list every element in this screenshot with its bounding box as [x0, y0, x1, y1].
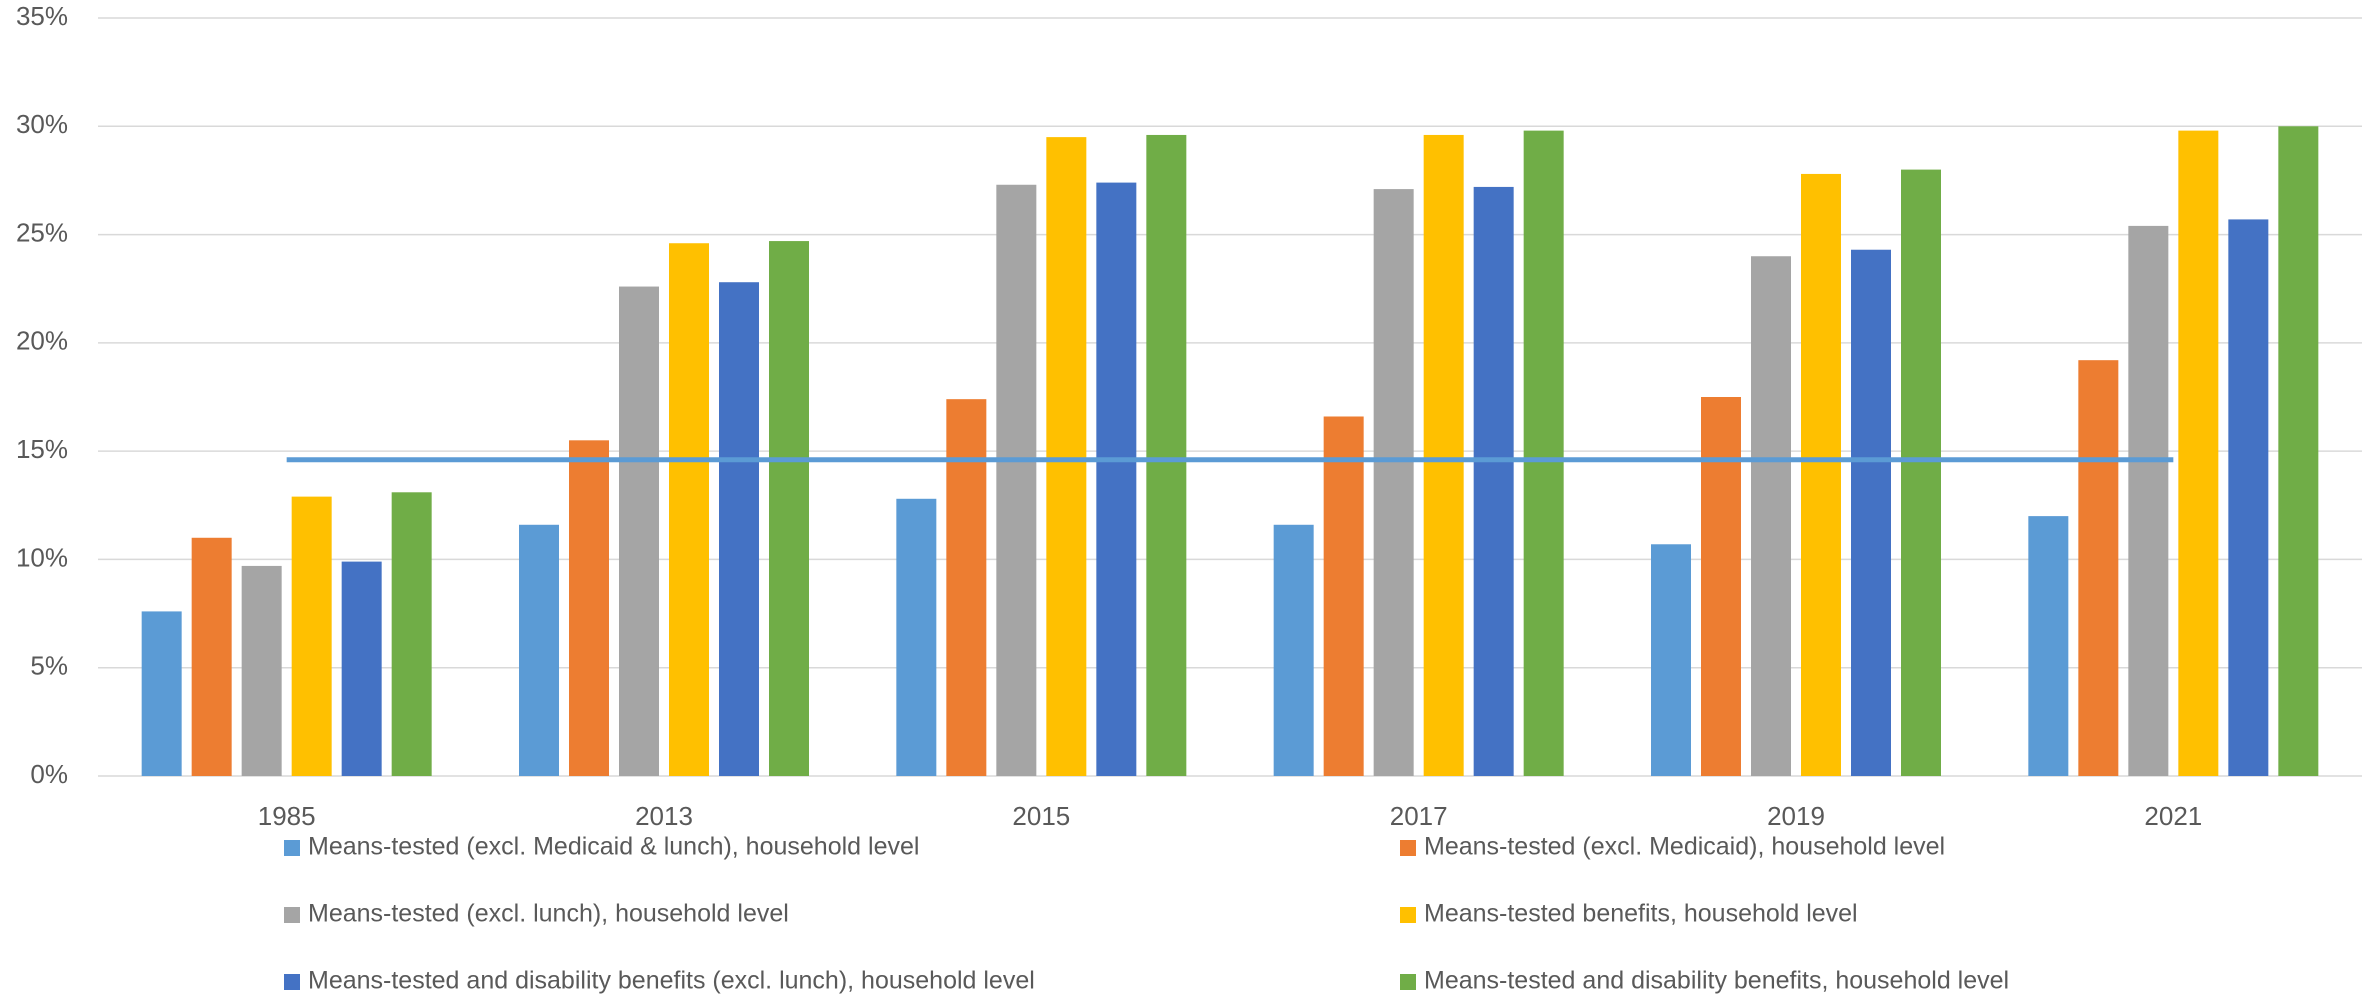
legend-swatch	[284, 840, 300, 856]
x-tick-label: 2015	[1012, 801, 1070, 831]
legend-label: Means-tested benefits, household level	[1424, 900, 1858, 928]
bar	[2028, 516, 2069, 776]
bar	[1473, 186, 1514, 776]
x-tick-label: 2019	[1767, 801, 1825, 831]
y-tick-label: 25%	[16, 217, 68, 247]
bar	[1096, 182, 1137, 776]
y-tick-label: 0%	[30, 759, 68, 789]
bar	[669, 243, 709, 777]
legend-swatch	[284, 907, 300, 923]
bar	[769, 241, 809, 776]
legend-label: Means-tested (excl. Medicaid & lunch), h…	[308, 833, 919, 861]
legend-swatch	[1400, 907, 1416, 923]
bar	[2128, 225, 2169, 776]
bar	[569, 440, 609, 776]
bar	[1323, 416, 1364, 776]
legend-label: Means-tested (excl. Medicaid), household…	[1424, 833, 1945, 861]
y-tick-label: 35%	[16, 1, 68, 31]
bar	[619, 286, 659, 776]
legend-label: Means-tested and disability benefits, ho…	[1424, 967, 2009, 995]
x-tick-label: 2013	[635, 801, 693, 831]
bar	[1801, 173, 1841, 777]
bar	[2278, 126, 2319, 777]
y-tick-label: 10%	[16, 542, 68, 572]
bar	[2228, 219, 2269, 776]
bar	[519, 524, 559, 776]
bar	[1273, 524, 1314, 776]
x-tick-label: 2021	[2144, 801, 2202, 831]
bar	[1373, 189, 1414, 776]
legend-swatch	[1400, 840, 1416, 856]
y-tick-label: 5%	[30, 651, 68, 681]
x-tick-label: 1985	[258, 801, 316, 831]
legend-label: Means-tested (excl. lunch), household le…	[308, 900, 789, 928]
bar	[1751, 256, 1791, 776]
bar	[141, 611, 182, 776]
bar	[946, 399, 987, 776]
x-tick-label: 2017	[1390, 801, 1448, 831]
bar	[1146, 134, 1187, 776]
bar	[1423, 134, 1464, 776]
bar	[2078, 360, 2119, 776]
bar	[341, 561, 382, 776]
bar	[1901, 169, 1941, 777]
legend-swatch	[1400, 974, 1416, 990]
bar	[1523, 130, 1564, 777]
legend-label: Means-tested and disability benefits (ex…	[308, 967, 1035, 995]
bar	[1701, 397, 1741, 776]
legend-swatch	[284, 974, 300, 990]
bar	[996, 184, 1037, 776]
bar	[241, 565, 282, 776]
bar	[291, 496, 332, 776]
bar	[191, 537, 232, 776]
bar	[1851, 249, 1891, 776]
bar	[1046, 137, 1087, 777]
y-tick-label: 15%	[16, 434, 68, 464]
y-tick-label: 20%	[16, 326, 68, 356]
bar	[896, 498, 937, 776]
bar	[2178, 130, 2219, 777]
bar	[391, 492, 432, 776]
bar	[719, 282, 759, 776]
bar	[1651, 544, 1691, 776]
y-tick-label: 30%	[16, 109, 68, 139]
